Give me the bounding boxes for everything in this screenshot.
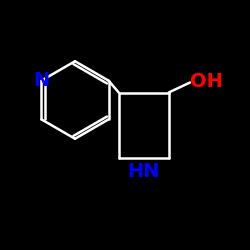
Text: N: N bbox=[33, 71, 50, 90]
Text: HN: HN bbox=[128, 162, 160, 181]
Text: OH: OH bbox=[190, 72, 223, 91]
